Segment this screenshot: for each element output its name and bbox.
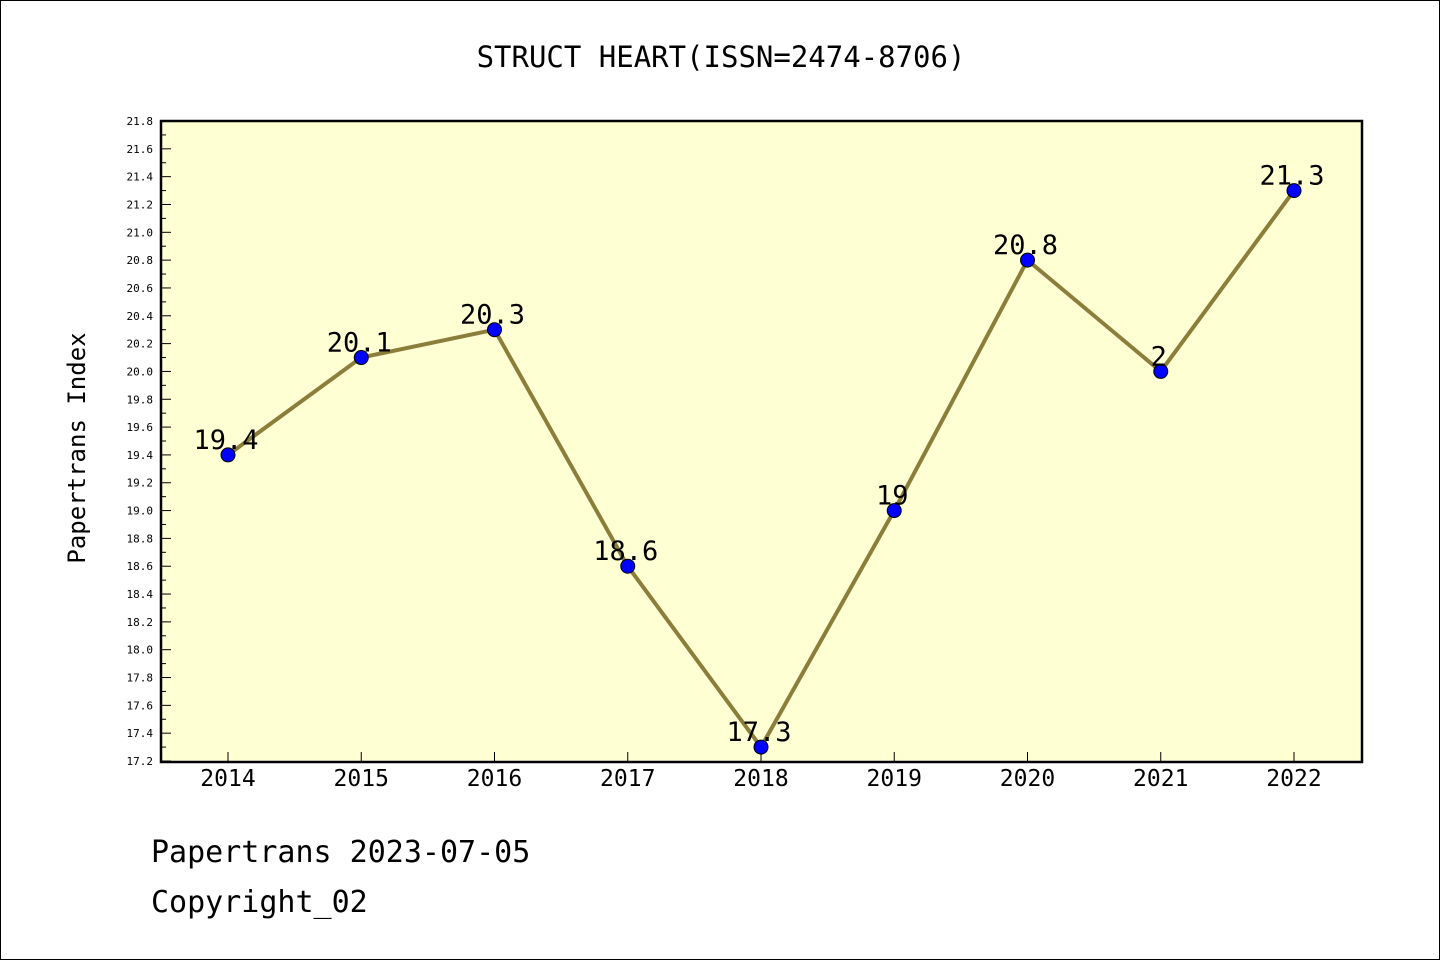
line-segment [492, 327, 630, 569]
x-tick-label: 2022 [1266, 766, 1321, 792]
data-label: 20.1 [327, 328, 392, 359]
data-label: 20.3 [460, 300, 525, 331]
line-segment [226, 355, 364, 457]
data-label: 19 [876, 481, 909, 512]
data-label: 21.3 [1259, 161, 1324, 192]
data-point [753, 739, 769, 755]
x-tick-label: 2019 [867, 766, 922, 792]
data-point [353, 350, 369, 366]
x-tick-label: 2015 [334, 766, 389, 792]
plot-area [159, 119, 1364, 764]
y-tick-label: 20.8 [127, 254, 154, 267]
y-tick-label: 19.4 [127, 449, 154, 462]
y-tick-label: 19.2 [127, 477, 154, 490]
line-segment [359, 327, 497, 360]
footer-date: Papertrans 2023-07-05 [151, 835, 531, 870]
y-tick-label: 18.6 [127, 560, 154, 573]
y-tick-label: 20.6 [127, 282, 154, 295]
y-tick-label: 21.4 [127, 171, 154, 184]
y-tick-label: 18.0 [127, 644, 154, 657]
data-point [886, 503, 902, 519]
line-segment [759, 508, 897, 750]
line-segment [1025, 258, 1163, 374]
x-tick-label: 2014 [200, 766, 255, 792]
data-point [620, 558, 636, 574]
y-tick-label: 17.6 [127, 699, 154, 712]
y-tick-label: 19.6 [127, 421, 154, 434]
line-segment [892, 258, 1030, 513]
data-point [220, 447, 236, 463]
line-segment [625, 564, 763, 750]
x-tick-label: 2021 [1133, 766, 1188, 792]
y-axis: 17.2 17.4 17.6 17.8 18.0 18.2 18.4 18.6 18.8 19.0… [127, 115, 171, 768]
x-tick-label: 2020 [1000, 766, 1055, 792]
data-point [1286, 183, 1302, 199]
y-tick-label: 18.2 [127, 616, 154, 629]
y-tick-label: 19.0 [127, 505, 154, 518]
data-label: 2 [1151, 341, 1167, 372]
y-tick-label: 18.4 [127, 588, 154, 601]
data-point [1020, 252, 1035, 268]
series-line [226, 188, 1296, 750]
data-label: 19.4 [193, 425, 258, 456]
y-tick-label: 21.6 [127, 143, 154, 156]
data-point [487, 322, 502, 338]
y-tick-label: 21.0 [127, 226, 154, 239]
line-segment [1158, 188, 1296, 374]
data-label: 17.3 [726, 717, 791, 748]
x-tick-label: 2018 [733, 766, 788, 792]
chart-title: STRUCT HEART(ISSN=2474-8706) [477, 40, 966, 74]
y-tick-label: 21.8 [127, 115, 154, 128]
y-tick-label: 20.2 [127, 338, 154, 351]
y-tick-label: 18.8 [127, 532, 154, 545]
y-tick-label: 21.2 [127, 198, 154, 211]
y-tick-label: 20.4 [127, 310, 154, 323]
x-axis: 2014 2015 2016 2017 2018 2019 2020 2021 2022 [200, 752, 1322, 792]
footer-copyright: Copyright_02 [151, 885, 368, 920]
x-tick-label: 2017 [600, 766, 655, 792]
data-labels: 19.4 20.1 20.3 18.6 17.3 19 20.8 2 21.3 [193, 161, 1324, 749]
y-tick-label: 17.2 [127, 755, 154, 768]
data-markers [220, 183, 1302, 755]
data-point [1153, 363, 1169, 379]
data-label: 20.8 [993, 230, 1058, 261]
y-tick-label: 17.4 [127, 727, 154, 740]
y-axis-label: Papertrans Index [63, 332, 91, 563]
x-tick-label: 2016 [467, 766, 522, 792]
y-tick-label: 17.8 [127, 672, 154, 685]
y-tick-label: 20.0 [127, 365, 154, 378]
data-label: 18.6 [593, 536, 658, 567]
y-tick-label: 19.8 [127, 393, 154, 406]
